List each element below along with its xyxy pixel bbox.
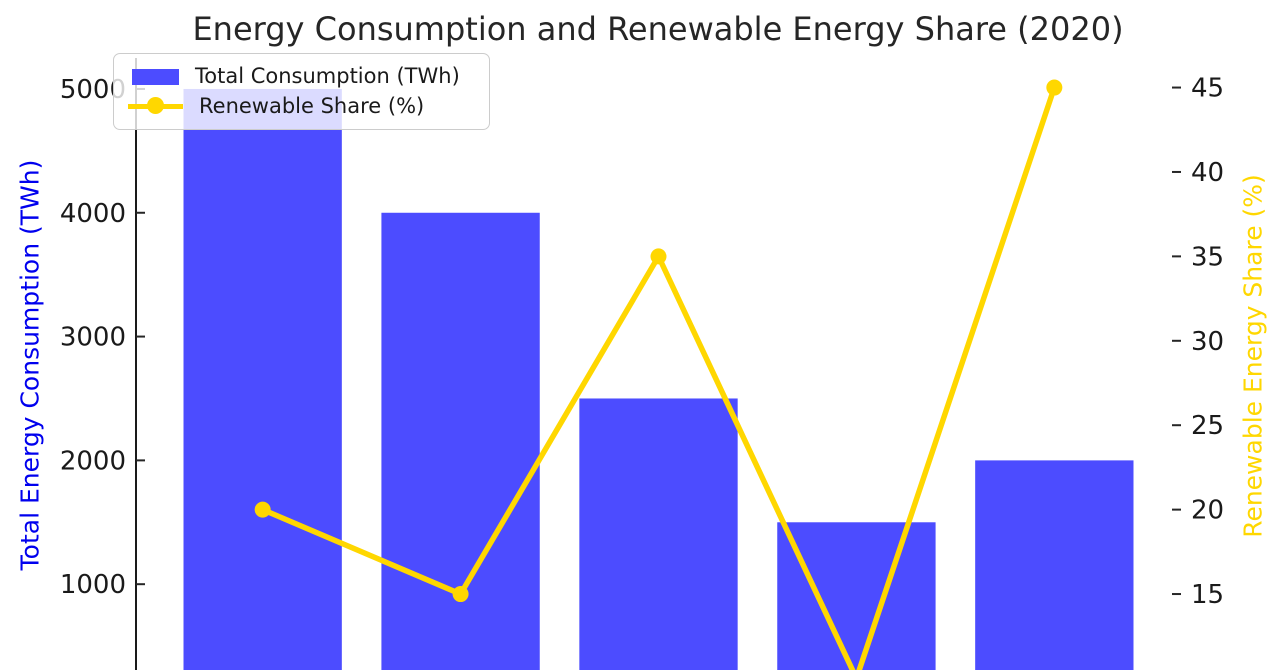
chart-title: Energy Consumption and Renewable Energy … (192, 10, 1124, 48)
left-tick-label: 2000 (60, 446, 126, 476)
data-point-marker (452, 586, 469, 603)
right-axis-label: Renewable Energy Share (%) (1238, 174, 1268, 538)
left-tick-label: 3000 (60, 323, 126, 353)
right-tick-label: 20 (1191, 496, 1224, 526)
legend-item-renewable: Renewable Share (%) (124, 93, 479, 118)
left-tick-label: 4000 (60, 199, 126, 229)
legend-line-dot (147, 97, 164, 115)
legend: Total Consumption (TWh) Renewable Share … (113, 53, 490, 130)
left-axis-label: Total Energy Consumption (TWh) (15, 159, 45, 571)
data-point-marker (650, 248, 667, 265)
bar-swatch-icon (132, 68, 179, 85)
right-tick-label: 30 (1191, 327, 1224, 357)
data-point-marker (254, 501, 271, 518)
right-tick-label: 15 (1191, 580, 1224, 610)
line-dot-icon (128, 97, 183, 115)
legend-label-consumption: Total Consumption (TWh) (195, 64, 460, 89)
right-tick-label: 45 (1191, 74, 1224, 104)
right-tick-label: 35 (1191, 242, 1224, 272)
bar (579, 398, 738, 670)
left-tick-label: 1000 (60, 570, 126, 600)
right-tick-label: 40 (1191, 158, 1224, 188)
legend-item-consumption: Total Consumption (TWh) (124, 66, 479, 87)
data-point-marker (1046, 79, 1063, 96)
bar (183, 88, 342, 670)
bar (975, 460, 1134, 670)
bar (777, 522, 936, 670)
right-tick-label: 25 (1191, 411, 1224, 441)
legend-label-renewable: Renewable Share (%) (199, 93, 425, 118)
